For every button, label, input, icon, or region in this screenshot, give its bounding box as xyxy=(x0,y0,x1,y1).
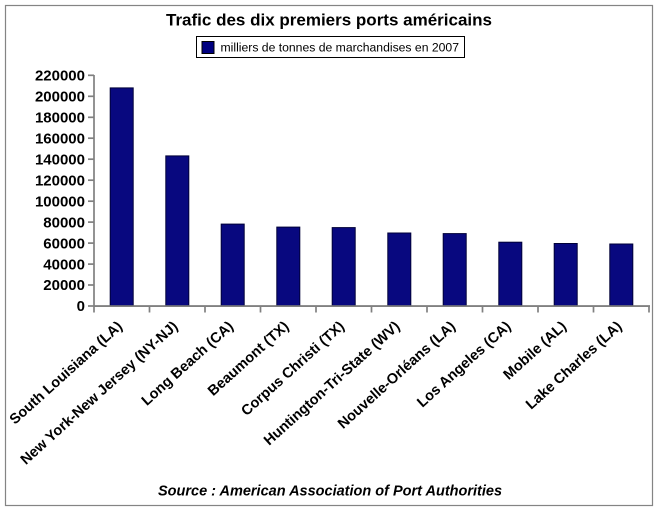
svg-text:100000: 100000 xyxy=(35,193,85,210)
svg-text:Source : American Association: Source : American Association of Port Au… xyxy=(158,484,502,500)
svg-text:220000: 220000 xyxy=(35,68,85,85)
svg-text:20000: 20000 xyxy=(43,277,85,294)
svg-text:40000: 40000 xyxy=(43,256,85,273)
svg-text:Trafic des dix premiers ports: Trafic des dix premiers ports américains xyxy=(166,10,492,29)
svg-text:0: 0 xyxy=(77,298,85,315)
svg-text:120000: 120000 xyxy=(35,172,85,189)
svg-text:140000: 140000 xyxy=(35,151,85,168)
svg-text:200000: 200000 xyxy=(35,89,85,106)
svg-text:80000: 80000 xyxy=(43,214,85,231)
svg-text:180000: 180000 xyxy=(35,110,85,127)
svg-text:60000: 60000 xyxy=(43,235,85,252)
svg-text:milliers de tonnes de marchand: milliers de tonnes de marchandises en 20… xyxy=(221,40,460,54)
svg-text:160000: 160000 xyxy=(35,130,85,147)
